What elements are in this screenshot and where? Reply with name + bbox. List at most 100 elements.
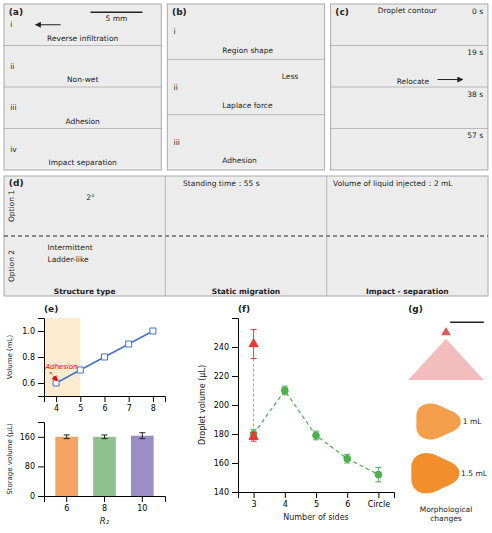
panel: (c)Droplet contour0 s19 s38 s57 sRelocat… — [331, 4, 488, 170]
error-bar-cap — [344, 463, 350, 464]
tick: 6 — [102, 396, 107, 413]
panel-background — [4, 176, 488, 296]
arrow — [438, 79, 463, 80]
panel-title: (f) — [238, 304, 250, 314]
annotation: Less — [282, 72, 299, 81]
error-bar-cap — [64, 438, 70, 439]
error-bar-cap — [282, 386, 288, 387]
panel-e-top: 456780.60.81.0(e)Volume (mL)Adhesion — [6, 304, 166, 413]
tick-label: 4 — [54, 404, 59, 413]
divider — [4, 45, 161, 46]
annotation: Adhesion — [44, 363, 77, 371]
tick: Circle — [368, 492, 391, 509]
tick: 10 — [137, 496, 147, 513]
error-bar-cap — [313, 431, 319, 432]
annotation: 19 s — [467, 48, 483, 57]
divider — [4, 236, 488, 237]
tick-mark — [38, 496, 44, 497]
tick: 140 — [214, 488, 238, 497]
tick-mark — [153, 396, 154, 402]
tick-label: 6 — [102, 404, 107, 413]
tick: 4 — [283, 492, 288, 509]
tick-label: 0 — [30, 492, 35, 501]
tick: 7 — [127, 396, 132, 413]
annotation: ii — [10, 62, 14, 71]
error-bar-stem — [104, 435, 105, 439]
tick-mark — [38, 357, 44, 358]
text-line: changes — [430, 514, 462, 523]
tick-mark — [232, 405, 238, 406]
error-bar — [102, 435, 108, 439]
annotation: 2° — [86, 193, 95, 202]
point — [77, 367, 83, 373]
panel-title: (b) — [172, 7, 187, 17]
tick-label: 6 — [345, 500, 350, 509]
tick-label: 6 — [64, 504, 69, 513]
tick: 6 — [64, 496, 69, 513]
annotation: ii — [174, 83, 178, 92]
error-bar-stem — [142, 433, 143, 439]
tick-mark — [129, 396, 130, 402]
divider — [331, 45, 488, 46]
tick: 240 — [214, 343, 238, 352]
point — [53, 380, 59, 386]
annotation: 1.5 mL — [461, 469, 488, 478]
y-axis-label: Volume (mL) — [6, 335, 14, 380]
error-bar-cap — [251, 441, 257, 442]
y-axis-label: Droplet volume (μL) — [198, 365, 207, 445]
tick-mark — [316, 492, 317, 498]
tick: 160 — [214, 459, 238, 468]
tick-mark — [232, 376, 238, 377]
tick-label: 7 — [127, 404, 132, 413]
annotation: Volume of liquid injected：2 mL — [333, 179, 453, 188]
point — [249, 339, 258, 347]
y-axis: 0.6 0.8 1.0 — [22, 319, 44, 397]
tick: 3 — [252, 492, 257, 509]
error-bar — [313, 431, 319, 440]
annotation: Impact separation — [49, 158, 117, 167]
tick: 1.0 — [22, 327, 44, 336]
tick-label: 160 — [20, 433, 35, 442]
error-bar-cap — [313, 439, 319, 440]
tick-label: 180 — [214, 430, 229, 439]
y-axis: 140160180200220240 — [214, 319, 239, 498]
point — [150, 328, 156, 334]
annotation: Static migration — [212, 287, 280, 296]
x-axis-label: Number of sides — [283, 513, 349, 522]
annotation: Option 1 — [7, 190, 16, 222]
annotation: 1 mL — [463, 417, 482, 426]
panel-background — [4, 4, 161, 170]
error-bar-cap — [251, 358, 257, 359]
tick-mark — [80, 396, 81, 402]
error-bar-cap — [102, 434, 108, 435]
figure: (a)iReverse infiltrationiiNon-wetiiiAdhe… — [0, 0, 492, 533]
error-bar-cap — [139, 432, 145, 433]
tick-mark — [232, 492, 238, 493]
tick-label: Circle — [368, 500, 391, 509]
point — [375, 471, 382, 478]
panel: (b)iRegion shapeiiLaplace forceiiiAdhesi… — [167, 4, 324, 170]
panel: (d)Option 1Option 2Structure typeStatic … — [4, 176, 488, 296]
annotation: 0 s — [472, 7, 483, 16]
tick-label: 5 — [314, 500, 319, 509]
panel-title: (d) — [9, 178, 24, 188]
x-axis: 3 4 5 6 Circle — [239, 492, 395, 509]
tick-label: 140 — [214, 488, 229, 497]
error-bar-cap — [375, 467, 381, 468]
panel: (a)iReverse infiltrationiiNon-wetiiiAdhe… — [4, 4, 161, 170]
tick-label: 0.6 — [22, 379, 35, 388]
tick-mark — [104, 496, 105, 502]
tick-mark — [347, 492, 348, 498]
divider — [4, 87, 161, 88]
annotation: Intermittent — [48, 243, 93, 252]
tick: 220 — [214, 372, 238, 381]
point — [281, 387, 288, 394]
line — [56, 331, 153, 383]
tick-mark — [38, 437, 44, 438]
highlight-band — [44, 318, 80, 396]
tick: 0.8 — [22, 353, 44, 362]
tick: 8 — [151, 396, 156, 413]
panel-title: (e) — [44, 304, 58, 314]
point — [344, 455, 351, 462]
tick-mark — [254, 492, 255, 498]
